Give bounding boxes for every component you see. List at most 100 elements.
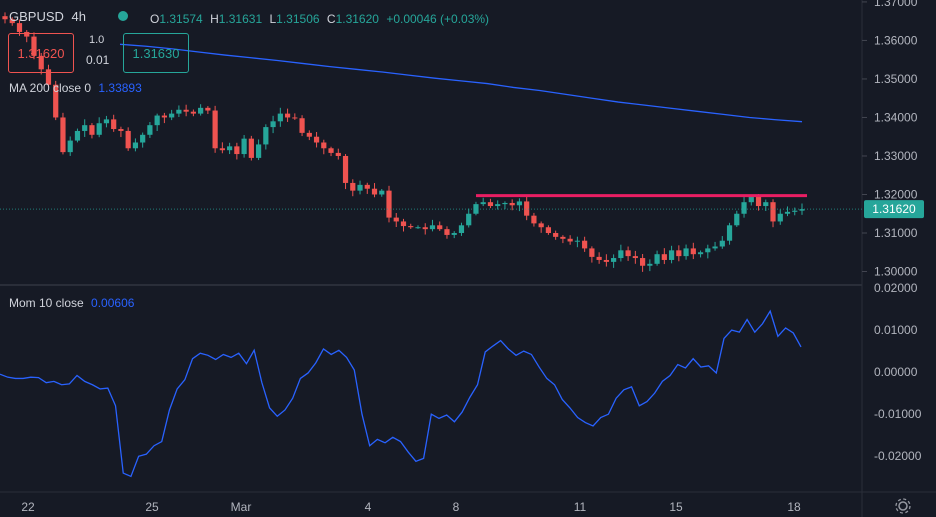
candle-body: [205, 107, 211, 111]
candle-body: [582, 240, 588, 249]
candle-body: [748, 196, 754, 203]
candle-body: [784, 211, 791, 214]
momentum-tick-label: -0.01000: [874, 407, 922, 421]
candle-body: [270, 121, 276, 128]
candle-body: [74, 130, 81, 141]
candle-body: [96, 123, 102, 135]
candle-body: [697, 252, 704, 255]
candle-body: [219, 148, 225, 151]
candle-body: [661, 254, 667, 260]
time-tick-label: 25: [145, 500, 159, 514]
close-value: 1.31620: [335, 12, 379, 26]
candle-body: [509, 202, 515, 206]
candle-body: [451, 233, 457, 235]
candle-body: [755, 196, 762, 207]
ma200-line[interactable]: [119, 43, 803, 123]
candle-body: [53, 84, 59, 118]
candle-body: [263, 127, 269, 145]
candle-body: [248, 138, 254, 158]
time-tick-label: 22: [21, 500, 35, 514]
candle-body: [531, 215, 537, 224]
candle-body: [342, 155, 349, 183]
time-tick-label: Mar: [231, 500, 252, 514]
candle-body: [545, 227, 552, 234]
price-tick-label: 1.36000: [874, 33, 918, 47]
ma-value: 1.33893: [98, 81, 142, 95]
buy-price: 1.31630: [132, 45, 180, 61]
open-value: 1.31574: [159, 12, 203, 26]
candle-body: [24, 31, 30, 37]
candle-body: [574, 240, 580, 242]
momentum-tick-label: 0.02000: [874, 281, 918, 295]
mom-legend[interactable]: Mom 10 close 0.00606: [9, 296, 134, 310]
candle-body: [386, 190, 392, 218]
candle-body: [611, 258, 617, 262]
candle-body: [668, 250, 675, 260]
symbol-name[interactable]: GBPUSD: [9, 9, 64, 24]
candle-body: [132, 142, 139, 149]
high-value: 1.31631: [218, 12, 263, 26]
interval-label[interactable]: 4h: [71, 9, 86, 24]
candle-body: [712, 246, 718, 249]
candle-body: [415, 227, 421, 229]
candle-body: [567, 238, 573, 242]
candle-body: [45, 69, 52, 85]
candle-body: [364, 184, 370, 189]
candle-body: [292, 117, 298, 119]
candle-body: [212, 110, 218, 149]
candle-body: [379, 190, 385, 195]
market-status-icon[interactable]: [118, 11, 128, 21]
candle-body: [560, 236, 566, 239]
candle-body: [437, 225, 443, 230]
candle-body: [183, 109, 189, 112]
candle-body: [495, 204, 501, 207]
settings-gear-icon[interactable]: [895, 498, 911, 514]
candle-body: [516, 201, 523, 206]
candle-body: [524, 201, 530, 216]
lot-size-input[interactable]: 0.01: [86, 53, 110, 67]
candle-body: [792, 210, 798, 212]
candle-body: [538, 223, 544, 228]
momentum-line[interactable]: [0, 309, 802, 478]
price-tick-label: 1.31000: [874, 226, 918, 240]
buy-button[interactable]: 1.31630: [123, 33, 189, 73]
ohlc-legend: O1.31574 H1.31631 L1.31506 C1.31620 +0.0…: [150, 12, 490, 26]
symbol-header[interactable]: GBPUSD 4h: [9, 9, 86, 24]
ma-legend[interactable]: MA 200 close 0 1.33893: [9, 81, 142, 95]
candle-body: [67, 140, 73, 153]
sell-button[interactable]: 1.31620: [8, 33, 74, 73]
momentum-tick-label: -0.02000: [874, 449, 922, 463]
candle-body: [473, 204, 479, 214]
candle-body: [734, 213, 740, 226]
candle-body: [176, 109, 182, 114]
candle-body: [277, 113, 283, 122]
lot-size-top[interactable]: 1.0: [89, 34, 105, 46]
candle-body: [770, 202, 776, 222]
candle-body: [371, 188, 378, 195]
candle-body: [38, 55, 44, 70]
price-tick-label: 1.32000: [874, 187, 918, 201]
ma-label: MA 200 close 0: [9, 81, 92, 95]
candle-body: [284, 113, 291, 118]
candle-body: [147, 125, 153, 135]
candle-body: [647, 263, 653, 266]
momentum-group: [0, 309, 802, 478]
candle-body: [60, 117, 66, 153]
candle-body: [763, 202, 769, 207]
candle-body: [726, 225, 733, 241]
candle-body: [393, 217, 399, 222]
candle-body: [589, 248, 595, 257]
candle-body: [154, 115, 160, 126]
candle-body: [502, 202, 508, 205]
axis-group: 1.37000 1.36000 1.35000 1.34000 1.33000 1.320…: [21, 0, 921, 514]
candle-body: [350, 182, 356, 191]
candle-body: [705, 248, 711, 253]
mom-label: Mom 10 close: [9, 296, 84, 310]
candle-body: [89, 125, 95, 135]
candle-body: [31, 36, 37, 56]
candle-body: [480, 202, 486, 205]
last-price-badge: [864, 200, 924, 219]
candle-body: [227, 146, 233, 151]
candle-body: [466, 213, 472, 226]
